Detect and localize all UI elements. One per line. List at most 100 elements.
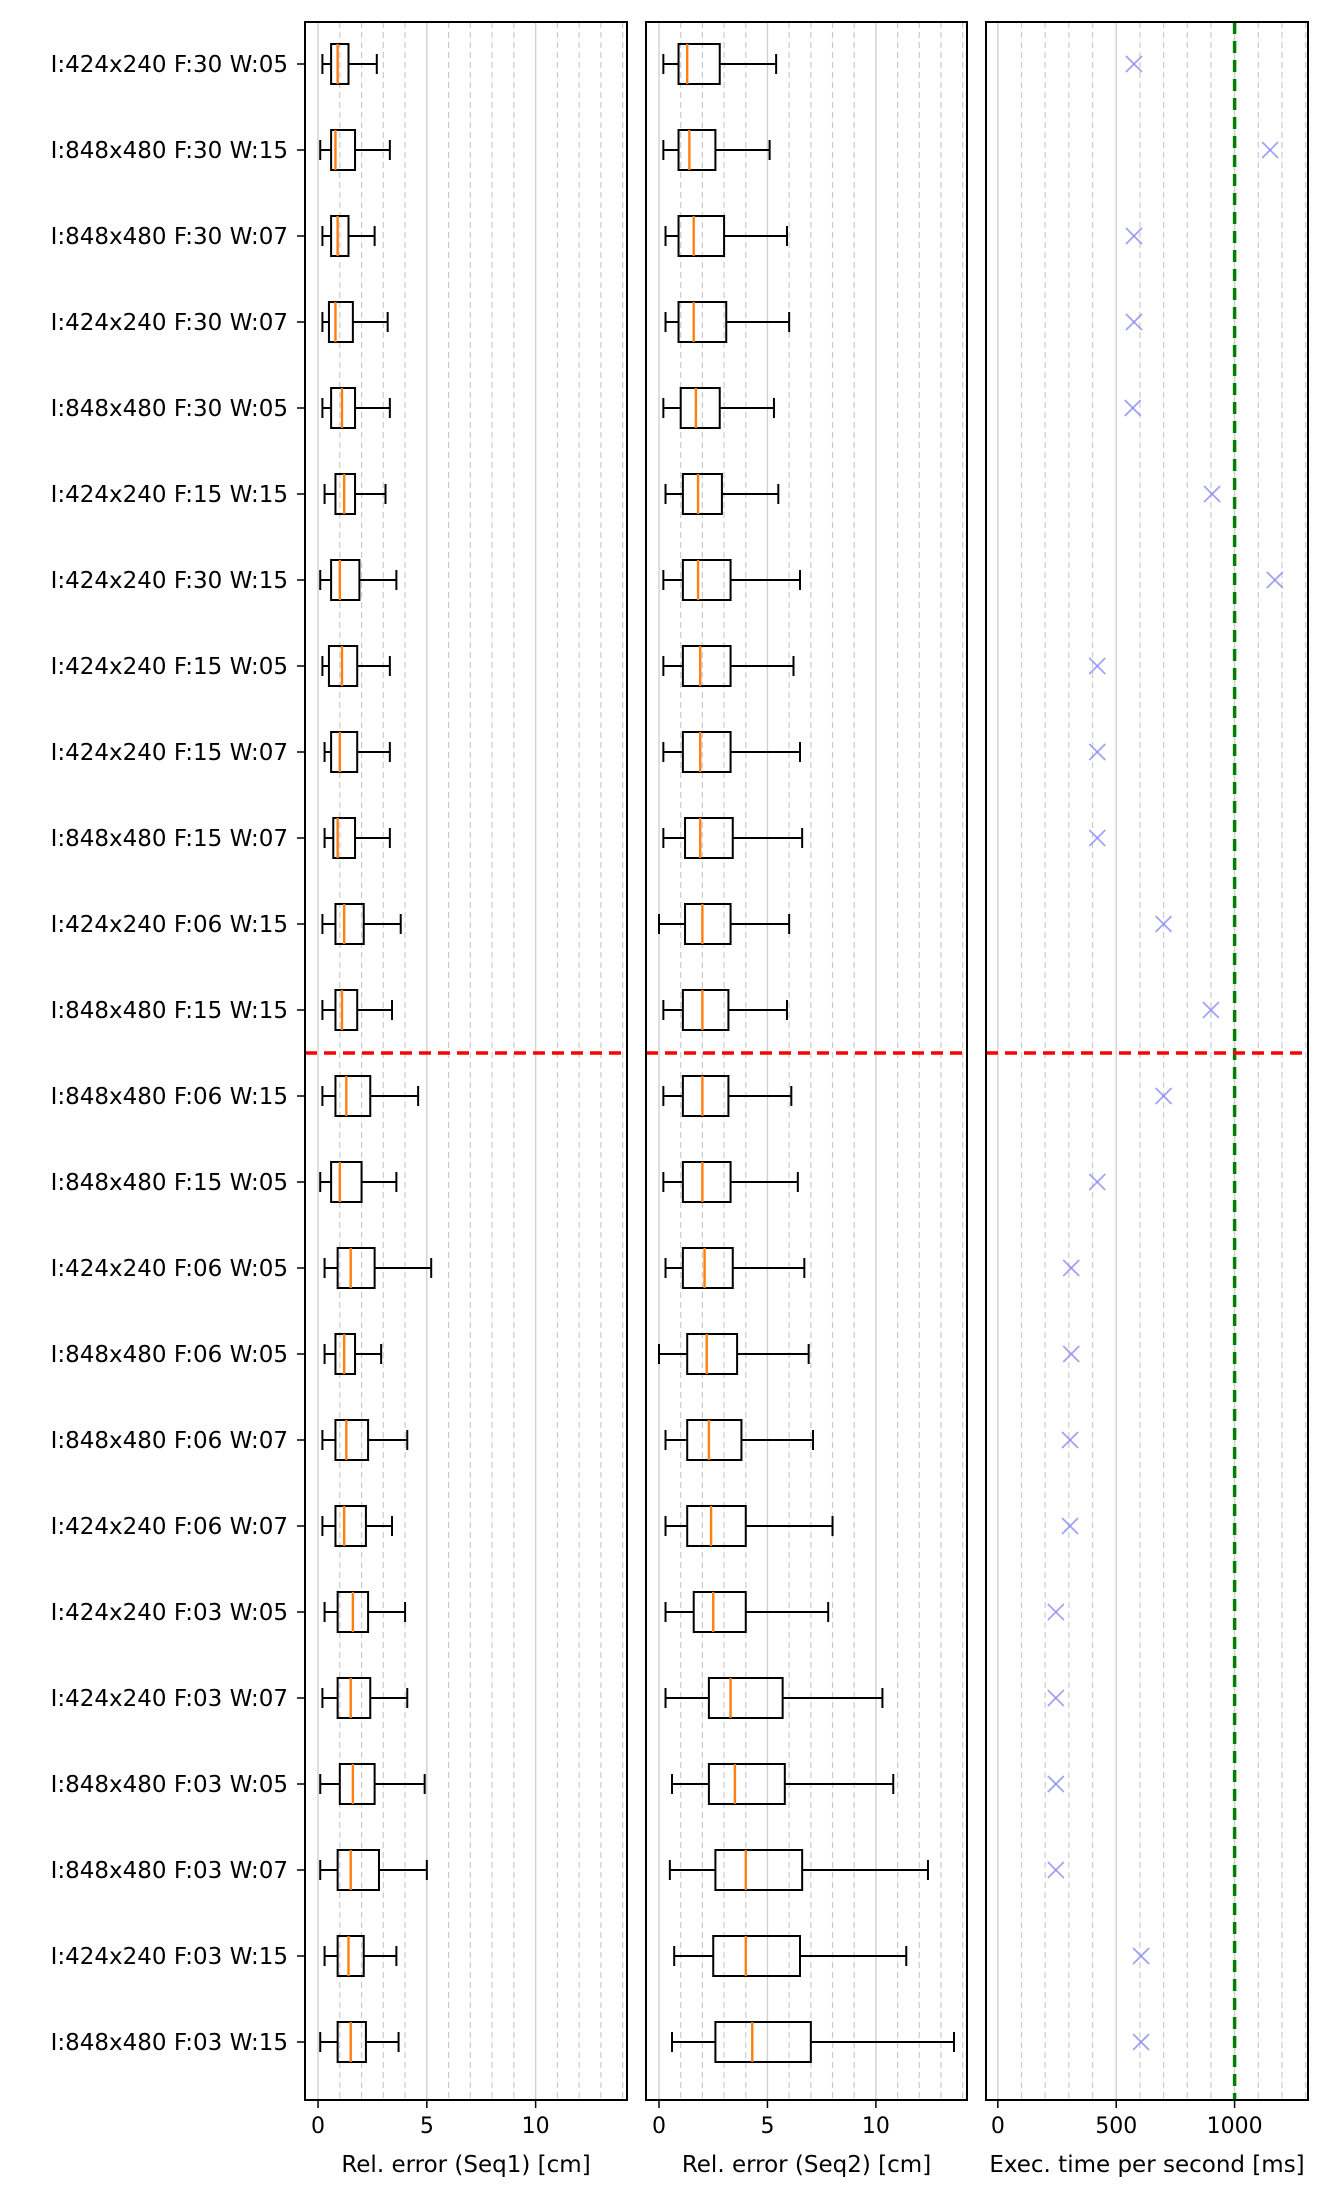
- category-label: I:424x240 F:06 W:05: [51, 1256, 288, 1282]
- category-label: I:848x480 F:30 W:15: [51, 138, 288, 164]
- marker-stroke: [1132, 1947, 1150, 1965]
- box-iqr: [679, 387, 721, 429]
- box-iqr: [712, 1935, 801, 1977]
- box-iqr: [327, 301, 354, 343]
- marker-stroke: [1124, 399, 1142, 417]
- exec-time-marker: [1061, 1517, 1079, 1535]
- marker-stroke: [1266, 571, 1284, 589]
- marker-stroke: [1047, 1603, 1065, 1621]
- panels: 0 5 10 Rel. error (Seq1) [cm] 0 5 10 Rel. error…: [304, 21, 1309, 2178]
- exec-time-marker: [1125, 55, 1143, 73]
- x-tick-label: 10: [862, 2114, 890, 2139]
- x-tick-label: 0: [991, 2114, 1005, 2139]
- box-iqr: [334, 989, 359, 1031]
- exec-time-marker: [1061, 1431, 1079, 1449]
- marker-stroke: [1047, 1775, 1065, 1793]
- exec-time-marker: [1088, 1173, 1106, 1191]
- box-iqr: [334, 1419, 370, 1461]
- x-tick-label: 0: [311, 2114, 325, 2139]
- category-label: I:424x240 F:15 W:07: [51, 740, 288, 766]
- marker-stroke: [1061, 1517, 1079, 1535]
- box-iqr: [681, 473, 723, 515]
- box-iqr: [334, 1075, 372, 1117]
- x-tick-label: 10: [522, 2114, 550, 2139]
- x-tick-label: 5: [420, 2114, 434, 2139]
- category-label: I:848x480 F:15 W:15: [51, 998, 288, 1024]
- box-iqr: [330, 731, 359, 773]
- box-iqr: [336, 1247, 376, 1289]
- exec-time-marker: [1062, 1259, 1080, 1277]
- box-iqr: [677, 301, 728, 343]
- category-label: I:848x480 F:15 W:07: [51, 826, 288, 852]
- box-iqr: [686, 1333, 739, 1375]
- category-label: I:848x480 F:30 W:05: [51, 396, 288, 422]
- marker-stroke: [1047, 1861, 1065, 1879]
- marker-stroke: [1203, 485, 1221, 503]
- category-label: I:424x240 F:03 W:05: [51, 1600, 288, 1626]
- box-iqr: [681, 645, 732, 687]
- category-label: I:848x480 F:06 W:15: [51, 1084, 288, 1110]
- exec-time-marker: [1202, 1001, 1220, 1019]
- box-iqr: [686, 1505, 747, 1547]
- category-label: I:424x240 F:30 W:07: [51, 310, 288, 336]
- category-label: I:848x480 F:03 W:07: [51, 1858, 288, 1884]
- box-iqr: [336, 1849, 380, 1891]
- category-label: I:424x240 F:30 W:15: [51, 568, 288, 594]
- marker-stroke: [1062, 1345, 1080, 1363]
- exec-time-marker: [1132, 2033, 1150, 2051]
- exec-time-marker: [1047, 1861, 1065, 1879]
- marker-stroke: [1154, 915, 1173, 933]
- box-iqr: [714, 1849, 804, 1891]
- category-label: I:424x240 F:15 W:05: [51, 654, 288, 680]
- box-iqr: [677, 129, 717, 171]
- box-iqr: [330, 129, 357, 171]
- category-label: I:424x240 F:06 W:15: [51, 912, 288, 938]
- panel-2: 0 5 10 Rel. error (Seq2) [cm]: [645, 21, 968, 2178]
- box-iqr: [677, 215, 726, 257]
- box-iqr: [330, 215, 350, 257]
- box-iqr: [677, 43, 721, 85]
- category-label: I:424x240 F:15 W:15: [51, 482, 288, 508]
- box-iqr: [681, 989, 730, 1031]
- x-tick-label: 1000: [1207, 2114, 1263, 2139]
- box-iqr: [681, 1075, 730, 1117]
- box-iqr: [336, 1677, 372, 1719]
- exec-time-marker: [1266, 571, 1284, 589]
- x-tick-label: 0: [652, 2114, 666, 2139]
- category-label: I:848x480 F:15 W:05: [51, 1170, 288, 1196]
- marker-stroke: [1047, 1689, 1065, 1707]
- marker-stroke: [1088, 1173, 1106, 1191]
- panel-frame: [304, 21, 628, 2101]
- marker-stroke: [1261, 141, 1279, 159]
- box-iqr: [714, 2021, 812, 2063]
- marker-stroke: [1088, 829, 1106, 847]
- category-label: I:424x240 F:30 W:05: [51, 52, 288, 78]
- exec-time-marker: [1124, 399, 1142, 417]
- category-label: I:848x480 F:06 W:05: [51, 1342, 288, 1368]
- panel-frame: [985, 21, 1309, 2101]
- marker-stroke: [1154, 1087, 1173, 1105]
- exec-time-marker: [1062, 1345, 1080, 1363]
- box-iqr: [336, 1935, 365, 1977]
- box-iqr: [684, 903, 732, 945]
- box-iqr: [684, 817, 734, 859]
- panel-3: 0 500 1000 Exec. time per second [ms]: [985, 21, 1309, 2178]
- box-iqr: [707, 1763, 786, 1805]
- box-iqr: [686, 1419, 743, 1461]
- exec-time-marker: [1203, 485, 1221, 503]
- exec-time-marker: [1154, 1087, 1173, 1105]
- category-label: I:848x480 F:30 W:07: [51, 224, 288, 250]
- marker-stroke: [1132, 2033, 1150, 2051]
- marker-stroke: [1125, 227, 1143, 245]
- box-iqr: [330, 43, 350, 85]
- x-tick-label: 500: [1095, 2114, 1137, 2139]
- category-labels: I:424x240 F:30 W:05 I:848x480 F:30 W:15 I:…: [51, 52, 305, 2056]
- exec-time-marker: [1088, 657, 1106, 675]
- category-label: I:424x240 F:03 W:15: [51, 1944, 288, 1970]
- box-iqr: [681, 1247, 734, 1289]
- x-axis-label: Rel. error (Seq2) [cm]: [682, 2152, 931, 2178]
- marker-stroke: [1125, 55, 1143, 73]
- exec-time-marker: [1132, 1947, 1150, 1965]
- box-iqr: [681, 731, 732, 773]
